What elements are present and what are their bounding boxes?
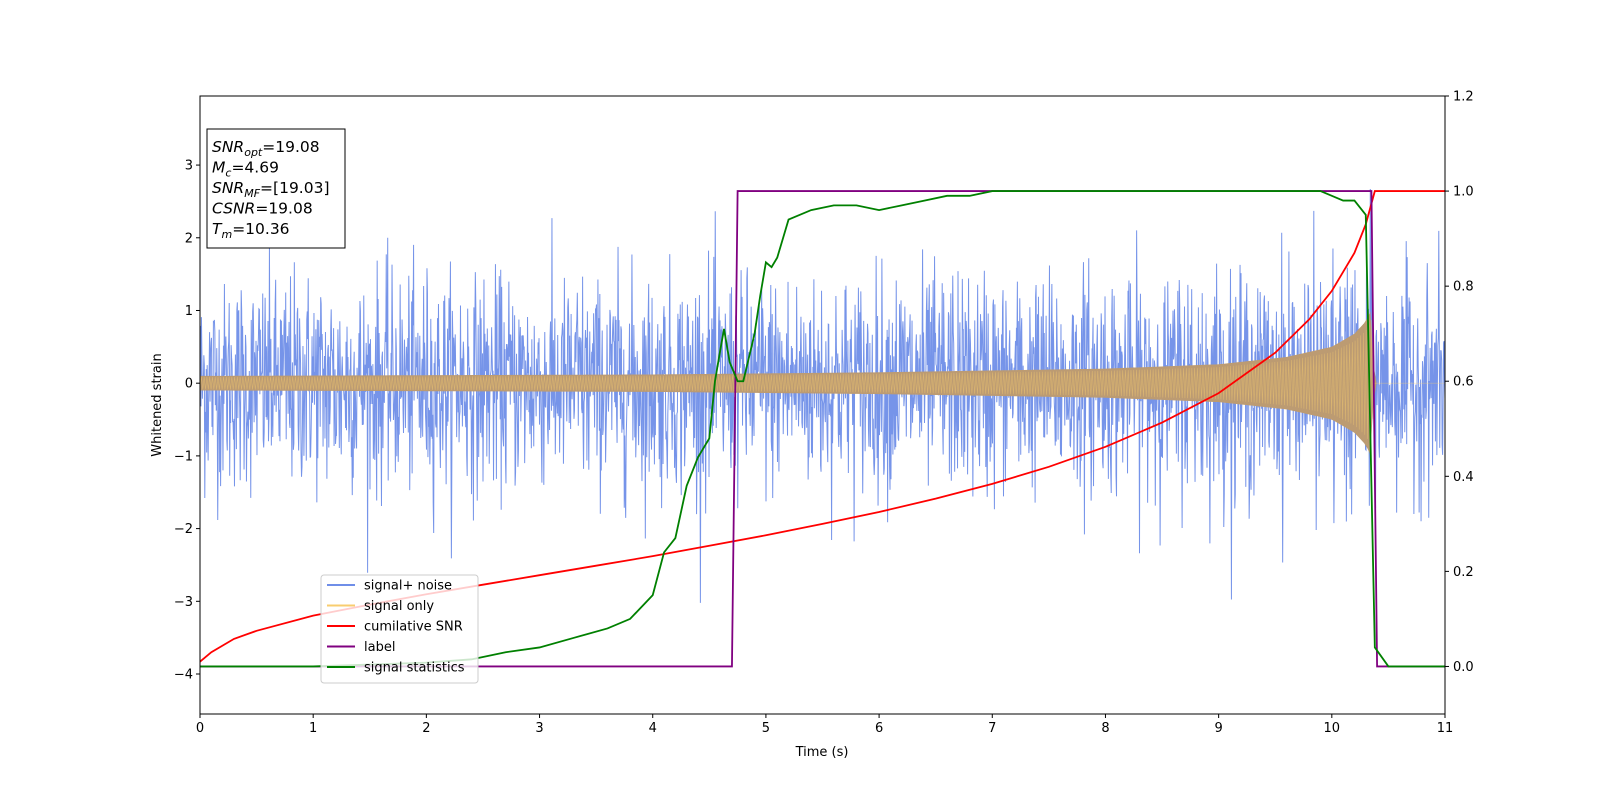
x-tick-label: 2 xyxy=(422,721,430,736)
series-signal-statistics xyxy=(200,190,1445,668)
x-axis-label: Time (s) xyxy=(795,745,849,760)
x-tick-label: 5 xyxy=(762,721,770,736)
y-tick-label: −1 xyxy=(174,449,193,464)
info-line: Tm=10.36 xyxy=(212,220,290,241)
legend-entry: cumilative SNR xyxy=(364,620,463,635)
x-tick-label: 3 xyxy=(535,721,543,736)
y2-tick-label: 0.8 xyxy=(1453,280,1474,295)
y2-tick-label: 0.2 xyxy=(1453,565,1474,580)
legend-entry: signal+ noise xyxy=(364,579,452,594)
info-box: SNRopt=19.08Mc=4.69SNRMF=[19.03]CSNR=19.… xyxy=(206,128,346,249)
info-line: CSNR=19.08 xyxy=(212,200,313,218)
x-tick-label: 9 xyxy=(1214,721,1222,736)
x-tick-label: 10 xyxy=(1324,721,1341,736)
info-line: SNRMF=[19.03] xyxy=(212,179,330,200)
x-tick-label: 6 xyxy=(875,721,883,736)
y-axis-label: Whitened strain xyxy=(150,353,165,456)
legend-entry: label xyxy=(364,640,395,655)
info-line: SNRopt=19.08 xyxy=(212,138,320,159)
plot-frame xyxy=(199,95,1446,715)
legend-entry: signal only xyxy=(364,599,434,614)
x-tick-label: 11 xyxy=(1437,721,1454,736)
y2-tick-label: 0.4 xyxy=(1453,470,1474,485)
x-tick-label: 4 xyxy=(649,721,657,736)
y-tick-label: −2 xyxy=(174,522,193,537)
info-box-frame xyxy=(206,128,346,249)
y-tick-label: 1 xyxy=(185,304,193,319)
y-tick-label: 3 xyxy=(185,159,193,174)
x-tick-label: 1 xyxy=(309,721,317,736)
y2-tick-label: 0.0 xyxy=(1453,660,1474,675)
x-tick-label: 7 xyxy=(988,721,996,736)
info-line: Mc=4.69 xyxy=(212,159,279,180)
y-tick-label: −4 xyxy=(174,668,193,683)
series-signal-only xyxy=(200,319,1445,444)
y-tick-label: 2 xyxy=(185,231,193,246)
y-tick-label: 0 xyxy=(185,377,193,392)
y2-tick-label: 0.6 xyxy=(1453,375,1474,390)
legend-frame xyxy=(320,574,479,684)
legend-entry: signal statistics xyxy=(364,661,465,676)
series-signal-only-envelope xyxy=(200,311,1445,455)
x-tick-label: 8 xyxy=(1101,721,1109,736)
x-tick-label: 0 xyxy=(196,721,204,736)
y2-tick-label: 1.2 xyxy=(1453,90,1474,105)
y-tick-label: −3 xyxy=(174,595,193,610)
y2-tick-label: 1.0 xyxy=(1453,185,1474,200)
axes: 0 1 2 3 4 5 6 7 8 9 10 11 −4 −3 −2 −1 0 1 2 3 0.0 0.2 0.4 0.6 0.… xyxy=(174,90,1474,737)
legend: signal+ noise signal only cumilative SNR la… xyxy=(320,574,479,684)
